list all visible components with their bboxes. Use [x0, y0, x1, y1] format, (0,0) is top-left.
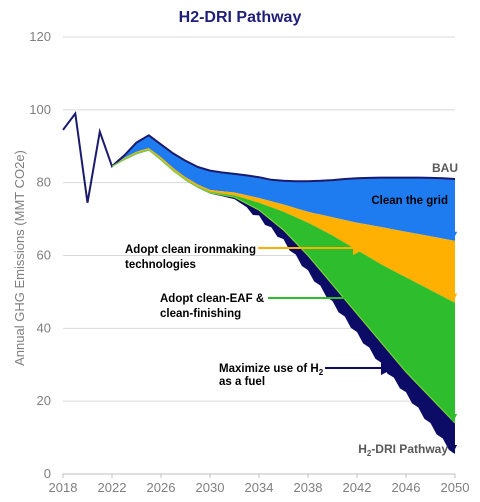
- h2-fuel-label-line1: Maximize use of H2: [219, 363, 324, 377]
- x-tick-label: 2050: [441, 480, 470, 495]
- ironmaking-label-line1: Adopt clean ironmaking: [125, 244, 256, 256]
- y-tick-label: 80: [37, 175, 51, 190]
- h2-fuel-label-line2: as a fuel: [219, 376, 265, 388]
- bau-line: [62, 110, 456, 203]
- stacked-areas: [112, 135, 455, 454]
- y-tick-label: 100: [29, 102, 51, 117]
- x-tick-label: 2026: [147, 480, 176, 495]
- series-lines: [62, 110, 456, 424]
- chart-title: H2-DRI Pathway: [179, 9, 302, 26]
- x-tick-label: 2030: [196, 480, 225, 495]
- x-tick-label: 2038: [294, 480, 323, 495]
- y-axis-ticks: 0 20 40 60 80 100 120: [29, 29, 51, 481]
- x-axis-ticks: 2018 2022 2026 2030 2034 2038 2042 2046 2050: [49, 474, 470, 495]
- x-tick-label: 2018: [49, 480, 78, 495]
- eaf-label-line1: Adopt clean-EAF &: [160, 293, 264, 305]
- y-axis-label: Annual GHG Emissions (MMT CO2e): [12, 150, 27, 366]
- clean-grid-area: [112, 135, 455, 241]
- clean-grid-label: Clean the grid: [371, 195, 448, 207]
- x-tick-label: 2034: [245, 480, 274, 495]
- bau-label: BAU: [432, 161, 458, 175]
- x-tick-label: 2046: [392, 480, 421, 495]
- x-tick-label: 2022: [98, 480, 127, 495]
- h2-dri-label: H2-DRI Pathway: [358, 442, 448, 458]
- y-tick-label: 120: [29, 29, 51, 44]
- y-tick-label: 60: [37, 248, 51, 263]
- annotations: BAU Clean the grid Adopt clean ironmaking t…: [125, 161, 458, 458]
- y-tick-label: 20: [37, 393, 51, 408]
- eaf-label-line2: clean-finishing: [160, 308, 241, 320]
- y-tick-label: 0: [44, 466, 51, 481]
- x-tick-label: 2042: [343, 480, 372, 495]
- clean-eaf-area: [112, 149, 455, 423]
- ironmaking-label-line2: technologies: [125, 259, 196, 271]
- clean-eaf-line: [111, 149, 456, 424]
- y-tick-label: 40: [37, 320, 51, 335]
